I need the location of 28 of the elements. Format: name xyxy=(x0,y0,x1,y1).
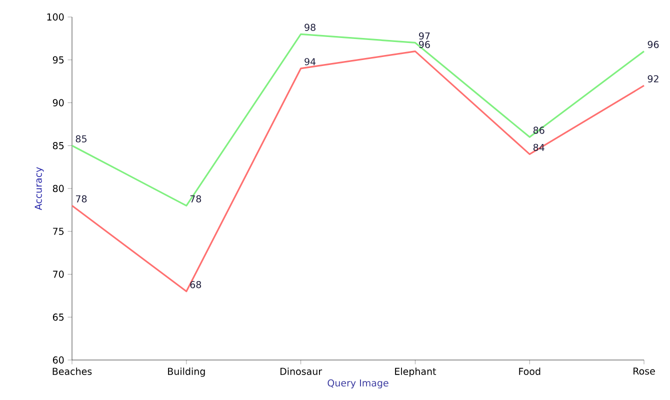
x-axis-title: Query Image xyxy=(328,379,388,388)
y-tick-label: 100 xyxy=(47,13,64,21)
data-label: 98 xyxy=(304,24,316,31)
x-tick-label: Building xyxy=(168,368,205,377)
y-tick-label: 95 xyxy=(52,56,64,64)
x-tick-label: Food xyxy=(519,368,540,375)
line-series xyxy=(71,50,645,292)
x-tick-label: Dinosaur xyxy=(280,368,322,375)
data-label: 85 xyxy=(76,135,86,142)
data-label: 78 xyxy=(76,195,87,202)
data-label: 94 xyxy=(304,58,316,66)
x-tick-label: Elephant xyxy=(395,368,436,377)
y-tick-label: 75 xyxy=(53,228,64,235)
y-tick-label: 85 xyxy=(52,142,64,150)
x-tick-label: Rose xyxy=(634,368,655,375)
data-label: 68 xyxy=(190,281,202,288)
y-axis-title: Accuracy xyxy=(34,167,44,210)
data-label: 92 xyxy=(648,75,658,82)
data-label: 96 xyxy=(419,40,430,48)
data-label: 97 xyxy=(419,32,430,40)
x-tick-label: Beaches xyxy=(52,368,92,375)
y-tick-label: 70 xyxy=(53,270,64,278)
y-tick-label: 90 xyxy=(52,99,64,106)
y-tick-label: 65 xyxy=(52,314,64,321)
y-tick-label: 80 xyxy=(52,184,64,192)
data-label: 96 xyxy=(648,40,659,48)
line-series xyxy=(71,33,645,206)
y-tick-label: 60 xyxy=(52,356,64,364)
